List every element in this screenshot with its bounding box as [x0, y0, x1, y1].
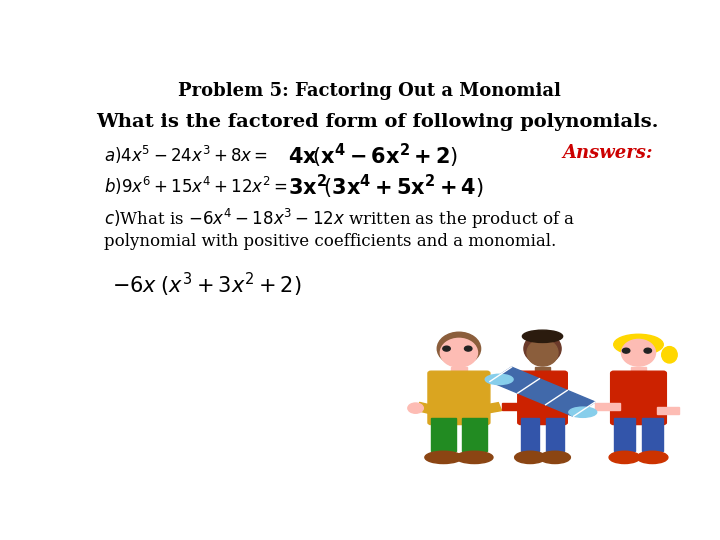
Bar	[503, 403, 527, 410]
Ellipse shape	[524, 333, 561, 364]
Bar	[451, 367, 467, 377]
Bar	[477, 403, 502, 414]
Text: $b)9x^6+15x^4+12x^2=$: $b)9x^6+15x^4+12x^2=$	[104, 175, 288, 197]
Polygon shape	[490, 367, 595, 416]
Ellipse shape	[523, 330, 562, 342]
Ellipse shape	[621, 340, 655, 366]
Ellipse shape	[527, 340, 558, 366]
Ellipse shape	[609, 451, 640, 463]
Ellipse shape	[515, 451, 546, 463]
Ellipse shape	[441, 339, 477, 367]
Text: $-6x\;\left(x^3+3x^2+2\right)$: $-6x\;\left(x^3+3x^2+2\right)$	[112, 271, 301, 299]
FancyBboxPatch shape	[611, 371, 667, 424]
Bar	[535, 367, 550, 377]
Bar	[631, 367, 647, 377]
Bar	[431, 418, 456, 451]
Ellipse shape	[539, 451, 570, 463]
Text: Answers:: Answers:	[563, 144, 653, 162]
Circle shape	[622, 348, 630, 353]
Text: $\mathbf{3x^2\!\left(3x^4+5x^2+4\right)}$: $\mathbf{3x^2\!\left(3x^4+5x^2+4\right)}…	[287, 173, 483, 201]
Ellipse shape	[437, 332, 481, 365]
Ellipse shape	[569, 407, 597, 417]
Bar	[657, 407, 679, 414]
Bar	[613, 418, 636, 451]
Circle shape	[408, 403, 423, 413]
Circle shape	[644, 348, 652, 353]
Ellipse shape	[637, 451, 668, 463]
Text: $a)4x^5-24x^3+8x=$: $a)4x^5-24x^3+8x=$	[104, 144, 268, 166]
Ellipse shape	[485, 374, 513, 384]
Bar	[595, 403, 620, 410]
Text: What is the factored form of following polynomials.: What is the factored form of following p…	[96, 112, 659, 131]
Circle shape	[464, 346, 472, 351]
Bar	[546, 418, 564, 451]
FancyBboxPatch shape	[518, 371, 567, 424]
Bar	[558, 407, 582, 414]
Bar	[521, 418, 539, 451]
Circle shape	[443, 346, 450, 351]
Ellipse shape	[662, 347, 678, 363]
Text: polynomial with positive coefficients and a monomial.: polynomial with positive coefficients an…	[104, 233, 557, 249]
Bar	[462, 418, 487, 451]
Ellipse shape	[456, 451, 493, 463]
FancyBboxPatch shape	[428, 371, 490, 424]
Text: $c)$What is $-6x^4-18x^3-12x$ written as the product of a: $c)$What is $-6x^4-18x^3-12x$ written as…	[104, 207, 575, 231]
Text: Problem 5: Factoring Out a Monomial: Problem 5: Factoring Out a Monomial	[178, 82, 560, 100]
Bar	[642, 418, 663, 451]
Bar	[415, 402, 440, 415]
Ellipse shape	[613, 334, 663, 355]
Text: $\mathbf{4x\!\left(x^4-6x^2+2\right)}$: $\mathbf{4x\!\left(x^4-6x^2+2\right)}$	[287, 142, 458, 170]
Ellipse shape	[425, 451, 462, 463]
